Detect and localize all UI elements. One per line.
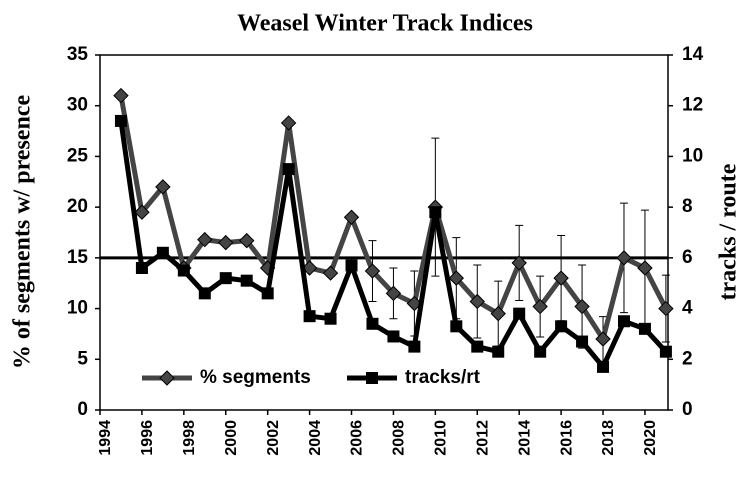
y2-tick-label: 2 bbox=[682, 348, 693, 369]
y-axis-label: % of segments w/ presence bbox=[10, 95, 36, 370]
marker bbox=[532, 298, 548, 315]
marker bbox=[387, 330, 400, 343]
x-tick-label: 2006 bbox=[349, 420, 366, 456]
marker bbox=[597, 360, 610, 373]
marker bbox=[218, 234, 234, 251]
x-tick-label: 2000 bbox=[223, 420, 240, 456]
marker bbox=[282, 163, 295, 176]
marker bbox=[469, 293, 485, 310]
y2-tick-label: 4 bbox=[682, 298, 693, 319]
plot-frame bbox=[99, 54, 669, 411]
legend-marker bbox=[366, 372, 378, 384]
y2-tick-label: 0 bbox=[682, 399, 693, 420]
marker bbox=[616, 250, 632, 266]
marker bbox=[576, 335, 589, 348]
x-tick-label: 1998 bbox=[181, 420, 198, 456]
x-tick-label: 1996 bbox=[139, 420, 156, 456]
marker bbox=[637, 260, 653, 276]
x-tick-label: 2020 bbox=[642, 420, 659, 456]
marker bbox=[492, 345, 505, 358]
marker bbox=[617, 315, 630, 328]
y-tick-label: 25 bbox=[67, 145, 89, 166]
marker bbox=[408, 340, 421, 353]
marker bbox=[534, 345, 547, 358]
y-tick-label: 15 bbox=[67, 247, 89, 268]
y2-tick-label: 8 bbox=[682, 196, 693, 217]
x-tick-label: 2012 bbox=[474, 420, 491, 456]
marker bbox=[134, 204, 150, 220]
marker bbox=[574, 298, 590, 315]
x-tick-label: 2016 bbox=[558, 420, 575, 456]
marker bbox=[429, 206, 442, 219]
x-tick-label: 2018 bbox=[600, 420, 617, 456]
marker bbox=[555, 320, 568, 333]
marker bbox=[343, 209, 360, 225]
chart-title: Weasel Winter Track Indices bbox=[237, 11, 533, 37]
marker bbox=[219, 272, 232, 285]
x-tick-label: 2004 bbox=[307, 420, 324, 456]
marker bbox=[366, 317, 379, 330]
marker bbox=[638, 322, 651, 335]
marker bbox=[240, 274, 253, 287]
marker bbox=[198, 287, 211, 300]
y-tick-label: 0 bbox=[77, 399, 88, 420]
marker bbox=[450, 320, 463, 333]
x-tick-label: 2002 bbox=[265, 420, 282, 456]
y-tick-label: 5 bbox=[77, 348, 88, 369]
y2-tick-label: 10 bbox=[682, 145, 703, 166]
y2-tick-label: 6 bbox=[682, 247, 693, 268]
x-tick-label: 2010 bbox=[433, 420, 450, 456]
y-tick-label: 20 bbox=[67, 196, 88, 217]
marker bbox=[511, 255, 527, 271]
x-tick-label: 2008 bbox=[391, 420, 408, 456]
marker bbox=[301, 260, 318, 276]
marker bbox=[261, 287, 274, 300]
y-tick-label: 10 bbox=[67, 298, 88, 319]
marker bbox=[197, 231, 213, 248]
y-tick-label: 30 bbox=[67, 95, 88, 116]
marker bbox=[553, 270, 569, 286]
marker bbox=[114, 114, 127, 127]
legend-label: tracks/rt bbox=[405, 367, 481, 388]
marker bbox=[113, 87, 129, 104]
y-tick-label: 35 bbox=[67, 44, 89, 65]
marker bbox=[364, 263, 381, 279]
marker bbox=[659, 345, 672, 358]
marker bbox=[658, 300, 674, 317]
marker bbox=[135, 262, 148, 274]
marker bbox=[324, 312, 337, 325]
marker bbox=[303, 310, 316, 323]
x-tick-label: 2014 bbox=[516, 420, 533, 456]
marker bbox=[239, 232, 255, 249]
marker bbox=[177, 264, 190, 277]
marker bbox=[595, 331, 611, 347]
marker bbox=[280, 115, 297, 131]
x-tick-label: 1994 bbox=[97, 420, 114, 456]
marker bbox=[345, 259, 358, 272]
marker bbox=[471, 340, 484, 353]
marker bbox=[156, 246, 169, 259]
marker bbox=[385, 285, 402, 302]
marker bbox=[490, 305, 506, 322]
marker bbox=[513, 307, 526, 320]
y2-tick-label: 12 bbox=[682, 95, 703, 116]
marker bbox=[155, 179, 171, 195]
legend-label: % segments bbox=[200, 367, 311, 388]
marker bbox=[322, 265, 339, 281]
y2-tick-label: 14 bbox=[682, 44, 704, 65]
y2-axis-label: tracks / route bbox=[716, 163, 742, 300]
marker bbox=[448, 270, 465, 286]
legend-marker bbox=[159, 370, 175, 386]
